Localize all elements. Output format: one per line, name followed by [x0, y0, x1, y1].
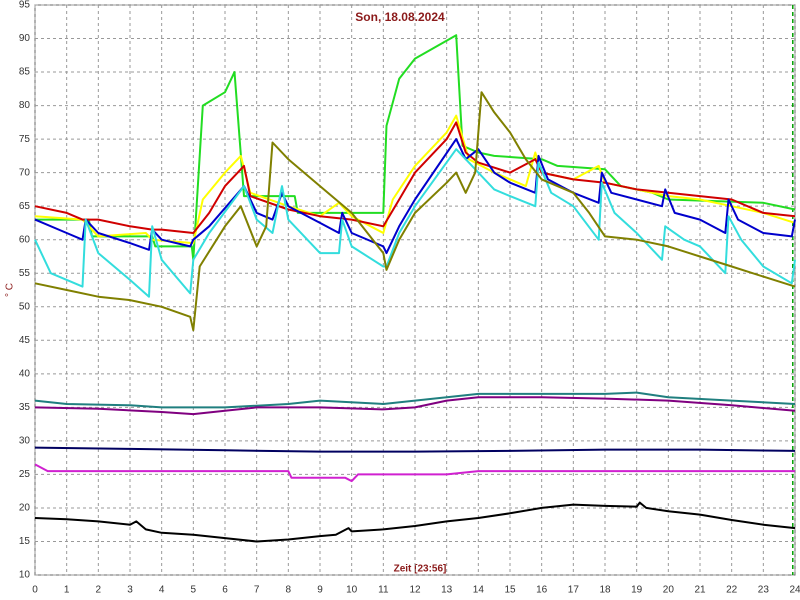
series-line [34, 148, 796, 298]
y-tick-label: 45 [19, 335, 31, 346]
y-tick-label: 75 [19, 134, 31, 145]
x-tick-label: 24 [789, 585, 800, 596]
x-tick-label: 10 [346, 585, 358, 596]
y-tick-label: 30 [19, 436, 31, 447]
y-tick-label: 20 [19, 503, 31, 514]
series-line [34, 121, 796, 234]
x-axis-label: Zeit [23:56] [394, 564, 447, 575]
x-tick-label: 5 [191, 585, 197, 596]
x-tick-label: 15 [504, 585, 516, 596]
x-tick-label: 14 [473, 585, 485, 596]
y-tick-label: 80 [19, 100, 31, 111]
y-tick-label: 35 [19, 402, 31, 413]
series-line [34, 138, 796, 255]
x-tick-label: 22 [726, 585, 738, 596]
series-line [34, 91, 796, 332]
y-tick-label: 50 [19, 301, 31, 312]
series-line [34, 391, 796, 409]
x-tick-label: 16 [536, 585, 548, 596]
series-line [35, 34, 796, 261]
y-tick-label: 95 [19, 0, 31, 11]
x-tick-label: 11 [378, 585, 389, 596]
y-tick-label: 85 [19, 67, 31, 78]
series-line [34, 396, 796, 416]
x-tick-label: 7 [254, 585, 260, 596]
series-line [34, 463, 795, 483]
x-tick-label: 1 [64, 585, 70, 596]
x-tick-label: 12 [409, 585, 421, 596]
x-tick-label: 2 [96, 585, 102, 596]
x-tick-label: 20 [663, 585, 675, 596]
x-tick-label: 21 [694, 585, 706, 596]
x-tick-label: 23 [758, 585, 770, 596]
y-tick-label: 65 [19, 201, 31, 212]
x-tick-label: 18 [599, 585, 611, 596]
x-tick-label: 8 [286, 585, 292, 596]
y-tick-label: 15 [19, 536, 31, 547]
y-tick-label: 70 [19, 167, 31, 178]
x-tick-label: 19 [631, 585, 643, 596]
y-tick-label: 25 [19, 469, 31, 480]
x-tick-label: 3 [127, 585, 133, 596]
x-tick-label: 9 [317, 585, 323, 596]
x-tick-label: 13 [441, 585, 453, 596]
y-tick-label: 40 [19, 368, 31, 379]
y-tick-label: 90 [19, 33, 31, 44]
x-tick-label: 6 [222, 585, 228, 596]
y-tick-label: 55 [19, 268, 31, 279]
x-tick-label: 4 [159, 585, 165, 596]
x-tick-label: 17 [568, 585, 580, 596]
y-tick-label: 60 [19, 234, 31, 245]
chart-title: Son, 18.08.2024 [355, 10, 445, 24]
y-axis-label: ° C [5, 283, 16, 297]
series-line [34, 501, 796, 543]
x-tick-label: 0 [32, 585, 38, 596]
y-tick-label: 10 [19, 570, 31, 581]
series-line [34, 446, 796, 453]
